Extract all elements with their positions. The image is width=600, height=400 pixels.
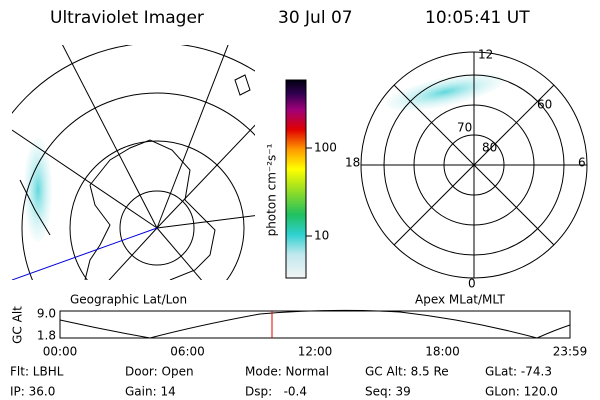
info-field: Flt: LBHL (10, 365, 64, 379)
info-field: IP: 36.0 (10, 385, 55, 399)
colorbar-tick: 100 (314, 141, 337, 155)
colorbar (285, 79, 307, 279)
left-caption: Geographic Lat/Lon (70, 293, 187, 307)
alt-x-label: 18:00 (425, 345, 460, 359)
mlt-label: 6 (578, 156, 586, 170)
mlt-label: 0 (468, 277, 476, 291)
colorbar-tick: 10 (314, 229, 329, 243)
alt-x-label: 00:00 (43, 345, 78, 359)
alt-x-label: 06:00 (170, 345, 205, 359)
time: 10:05:41 UT (425, 8, 530, 28)
lat-label: 60 (537, 98, 552, 112)
title: Ultraviolet Imager (50, 8, 204, 28)
info-field: GLat: -74.3 (485, 365, 552, 379)
info-field: Seq: 39 (365, 385, 411, 399)
info-field: Mode: Normal (245, 365, 329, 379)
mlt-label: 18 (345, 156, 360, 170)
alt-panel (59, 310, 571, 339)
mlt-label: 12 (478, 48, 493, 62)
alt-x-label: 12:00 (298, 345, 333, 359)
alt-y-label: 9.0 (37, 307, 56, 321)
colorbar-label: photon cm⁻²s⁻¹ (265, 143, 279, 236)
lat-label: 80 (482, 141, 497, 155)
lat-label: 70 (457, 121, 472, 135)
date: 30 Jul 07 (278, 8, 353, 28)
info-field: GC Alt: 8.5 Re (365, 365, 449, 379)
alt-curve (59, 309, 571, 339)
right-caption: Apex MLat/MLT (415, 293, 505, 307)
info-field: Dsp: -0.4 (245, 385, 307, 399)
mlt-map (360, 51, 588, 279)
alt-x-label: 23:59 (553, 345, 588, 359)
alt-y-label: 1.8 (37, 329, 56, 343)
info-field: Door: Open (125, 365, 194, 379)
info-field: Gain: 14 (125, 385, 176, 399)
geo-map (12, 45, 255, 280)
alt-axis-label: GC Alt (11, 306, 25, 344)
info-field: GLon: 120.0 (485, 385, 558, 399)
